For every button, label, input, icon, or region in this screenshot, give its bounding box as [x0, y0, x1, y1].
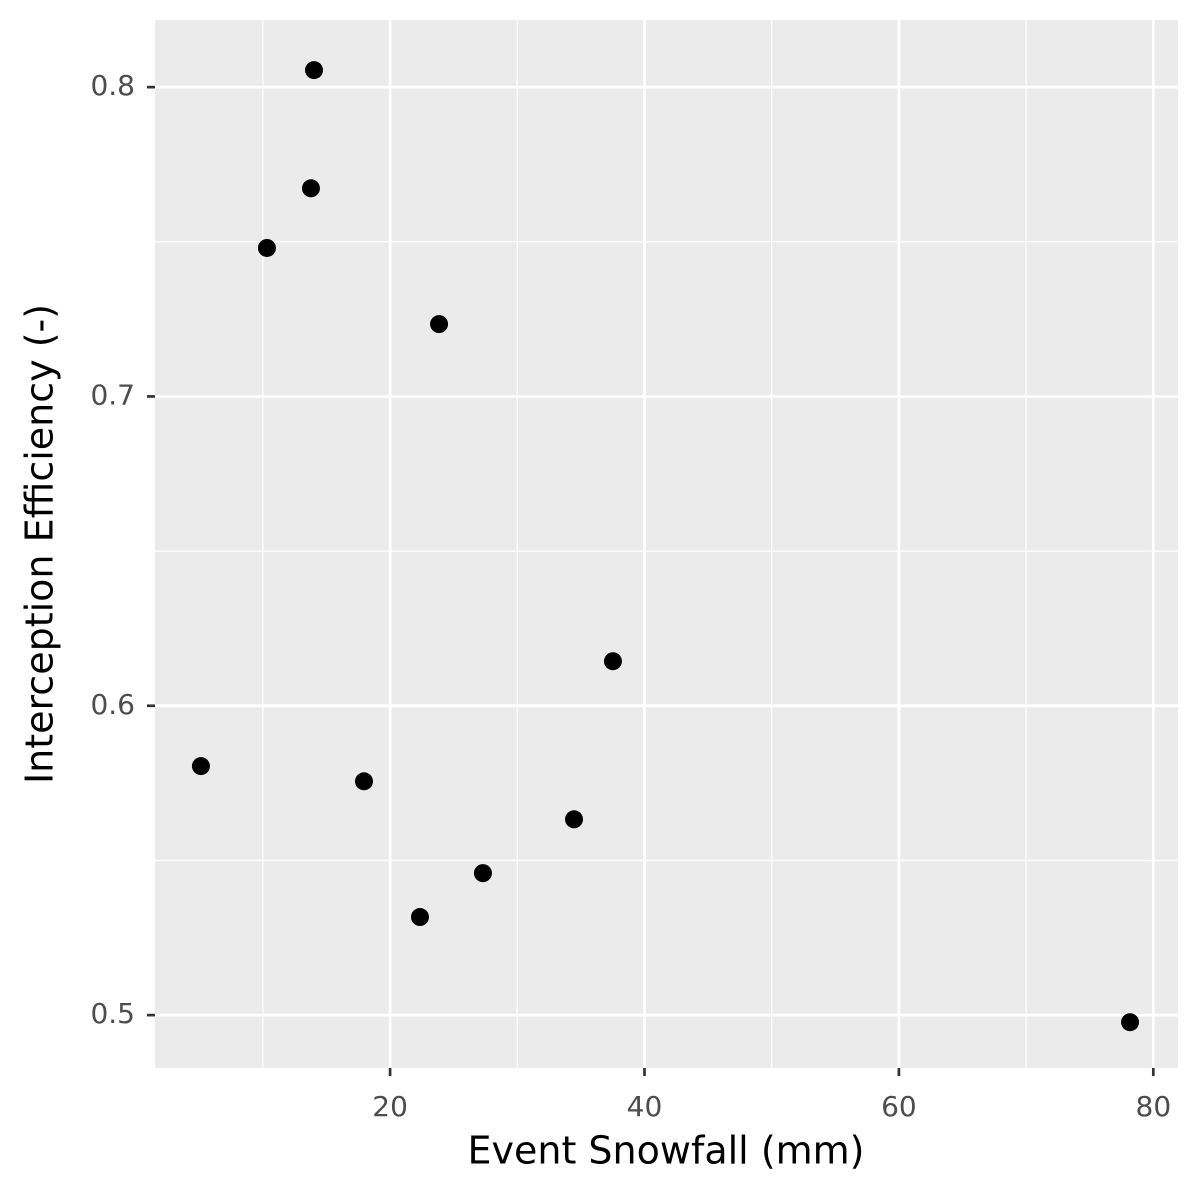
- panel: [155, 20, 1178, 1068]
- point: [1121, 1013, 1140, 1032]
- y-axis-title: Interception Efficiency (-): [18, 304, 62, 784]
- x-tick-label: 80: [1136, 1090, 1172, 1123]
- y-tick-label: 0.7: [90, 378, 135, 411]
- y-tick-label: 0.8: [90, 69, 135, 102]
- point: [301, 179, 320, 198]
- point: [355, 772, 374, 791]
- x-tick-label: 60: [881, 1090, 917, 1123]
- point: [565, 810, 584, 829]
- point: [473, 864, 492, 883]
- point: [603, 652, 622, 671]
- x-axis-title: Event Snowfall (mm): [467, 1129, 864, 1173]
- y-tick-label: 0.6: [90, 688, 135, 721]
- point: [305, 61, 324, 80]
- y-tick-label: 0.5: [90, 997, 135, 1030]
- x-tick-label: 40: [627, 1090, 663, 1123]
- point: [191, 757, 210, 776]
- point: [430, 315, 449, 334]
- point: [410, 908, 429, 927]
- x-tick-label: 20: [372, 1090, 408, 1123]
- point: [257, 238, 276, 257]
